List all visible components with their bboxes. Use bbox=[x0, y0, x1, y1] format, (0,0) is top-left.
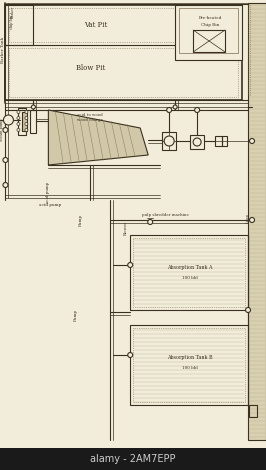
Text: Pre-heated: Pre-heated bbox=[198, 16, 222, 20]
Bar bbox=[22, 112, 27, 131]
Circle shape bbox=[164, 136, 174, 146]
Bar bbox=[130, 325, 248, 405]
Text: Barker Tank: Barker Tank bbox=[1, 37, 5, 63]
Text: Absorption Tank B: Absorption Tank B bbox=[167, 355, 213, 360]
Circle shape bbox=[3, 115, 13, 125]
Bar bbox=[162, 132, 176, 150]
Circle shape bbox=[25, 123, 28, 125]
Text: alamy - 2AM7EPP: alamy - 2AM7EPP bbox=[90, 454, 176, 464]
Bar bbox=[175, 5, 242, 60]
Bar bbox=[133, 238, 245, 307]
Bar bbox=[130, 235, 248, 310]
Bar bbox=[193, 30, 225, 52]
Circle shape bbox=[250, 218, 255, 222]
Circle shape bbox=[3, 182, 8, 188]
Circle shape bbox=[3, 157, 8, 163]
Text: acid pump: acid pump bbox=[39, 203, 61, 207]
Circle shape bbox=[128, 352, 133, 358]
Text: Blow Pit: Blow Pit bbox=[76, 64, 105, 72]
Text: chip bin: chip bin bbox=[10, 15, 14, 29]
Bar bbox=[5, 5, 242, 100]
Circle shape bbox=[128, 263, 133, 267]
Bar bbox=[179, 8, 238, 53]
Text: Pump: Pump bbox=[78, 214, 82, 226]
Circle shape bbox=[17, 123, 20, 125]
Bar bbox=[249, 405, 257, 417]
Circle shape bbox=[17, 128, 20, 132]
Text: pulp shredder machine: pulp shredder machine bbox=[142, 213, 189, 217]
Circle shape bbox=[17, 117, 20, 119]
Text: Vat Pit: Vat Pit bbox=[84, 21, 107, 29]
Text: acid pump: acid pump bbox=[46, 181, 50, 203]
Text: Absorption Tank A: Absorption Tank A bbox=[167, 266, 213, 271]
Bar bbox=[1, 448, 266, 470]
Bar bbox=[248, 3, 266, 440]
Circle shape bbox=[25, 110, 28, 113]
Circle shape bbox=[195, 108, 200, 112]
Text: Loop: Loop bbox=[246, 213, 250, 223]
Circle shape bbox=[148, 219, 153, 225]
Bar bbox=[9, 48, 238, 97]
Text: acid to wood: acid to wood bbox=[77, 113, 103, 117]
Circle shape bbox=[246, 307, 251, 313]
Bar bbox=[215, 136, 222, 146]
Circle shape bbox=[173, 105, 177, 109]
Text: 100 bbl: 100 bbl bbox=[182, 366, 198, 370]
Circle shape bbox=[167, 108, 172, 112]
Circle shape bbox=[250, 139, 255, 143]
Text: Blower: Blower bbox=[123, 221, 127, 235]
Text: Chip Bin: Chip Bin bbox=[201, 23, 219, 27]
Circle shape bbox=[31, 105, 35, 109]
Polygon shape bbox=[48, 110, 148, 165]
Circle shape bbox=[25, 117, 28, 119]
Bar bbox=[130, 235, 248, 310]
Text: wood charge: wood charge bbox=[77, 118, 103, 122]
Bar bbox=[248, 5, 250, 95]
Bar bbox=[18, 108, 26, 135]
Bar bbox=[190, 135, 204, 149]
Bar bbox=[5, 5, 34, 45]
Text: Pump: Pump bbox=[73, 309, 77, 321]
Bar bbox=[133, 328, 245, 402]
Text: 100 bbl: 100 bbl bbox=[182, 276, 198, 280]
Circle shape bbox=[25, 128, 28, 132]
Bar bbox=[130, 325, 248, 405]
Circle shape bbox=[3, 127, 8, 133]
Bar bbox=[9, 8, 238, 42]
Bar bbox=[30, 110, 36, 133]
Circle shape bbox=[17, 110, 20, 113]
Bar bbox=[222, 136, 227, 146]
Text: Steam pump: Steam pump bbox=[1, 119, 5, 141]
Circle shape bbox=[193, 138, 201, 146]
Text: Barker: Barker bbox=[10, 6, 14, 18]
